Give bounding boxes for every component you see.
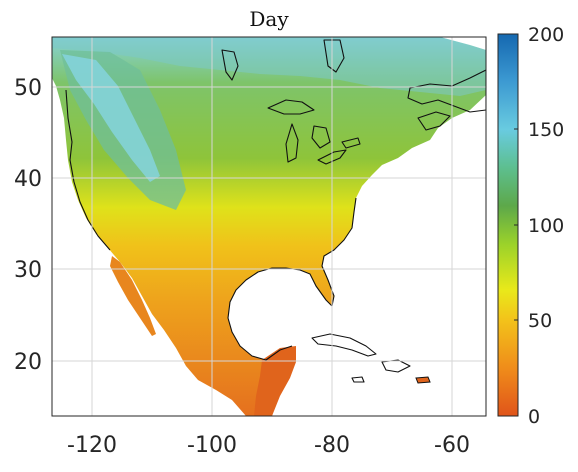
- x-axis: -120 -100 -80 -60: [67, 433, 470, 458]
- lake-superior: [267, 99, 315, 115]
- y-tick-label: 20: [14, 350, 42, 375]
- lake-huron: [311, 125, 331, 149]
- lake-erie: [317, 149, 347, 165]
- y-axis: 50 40 30 20: [14, 76, 42, 375]
- island-arctic-small: [221, 49, 239, 81]
- island-puerto-rico: [415, 376, 431, 384]
- island-arctic-north: [323, 39, 345, 73]
- map-content: [52, 37, 486, 416]
- x-tick-label: -100: [187, 433, 237, 458]
- y-tick-label: 50: [14, 76, 42, 101]
- map-axes-frame: [51, 36, 487, 417]
- colorbar-label: 50: [528, 310, 552, 332]
- colorbar-label: 150: [528, 119, 564, 141]
- land-mountain-peaks: [62, 54, 160, 182]
- y-tick-label: 40: [14, 167, 42, 192]
- land-yucatan: [254, 346, 296, 416]
- land-northern-band: [52, 37, 486, 96]
- lake-michigan: [285, 123, 299, 163]
- island-cuba: [311, 333, 377, 357]
- lake-ontario: [341, 137, 361, 149]
- water-st-lawrence: [417, 111, 451, 131]
- chart-title: Day: [249, 7, 289, 31]
- y-tick-label: 30: [14, 258, 42, 283]
- colorbar-label: 100: [528, 215, 564, 237]
- x-tick-label: -80: [314, 433, 350, 458]
- coastline-west: [65, 89, 111, 251]
- coastline-east: [227, 197, 357, 361]
- colorbar-label: 200: [528, 24, 564, 46]
- island-jamaica: [351, 376, 365, 383]
- water-labrador: [407, 69, 486, 113]
- x-tick-label: -120: [67, 433, 117, 458]
- map-gridlines: [52, 37, 486, 416]
- land-baja-california: [110, 256, 156, 336]
- colorbar-label: 0: [528, 406, 540, 428]
- x-tick-label: -60: [434, 433, 470, 458]
- island-hispaniola: [381, 359, 411, 373]
- colorbar: 200 150 100 50 0: [497, 24, 564, 428]
